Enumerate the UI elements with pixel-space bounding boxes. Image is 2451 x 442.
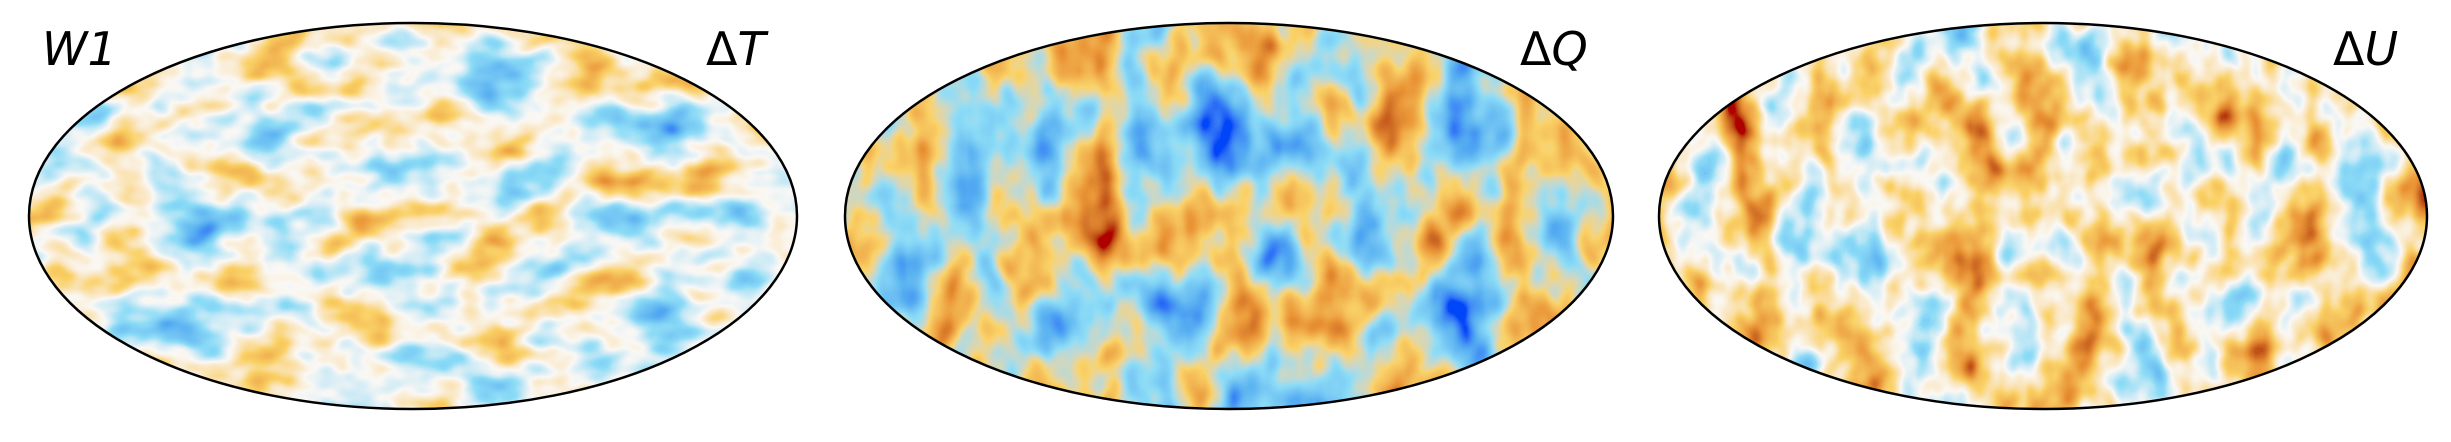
panel-label-delta-t: ΔT (706, 26, 766, 72)
sky-map-delta-u (1657, 21, 2429, 411)
delta-symbol: Δ (1520, 22, 1552, 76)
panel-label-delta-q: ΔQ (1520, 26, 1588, 72)
map-outline (843, 21, 1615, 411)
sky-map-delta-t (27, 21, 799, 411)
panel-variable: Q (1551, 22, 1588, 76)
map-outline (1657, 21, 2429, 411)
delta-symbol: Δ (706, 22, 738, 76)
panel-variable: U (2364, 22, 2399, 76)
map-outline (27, 21, 799, 411)
panel-label-delta-u: ΔU (2333, 26, 2398, 72)
panel-variable: T (737, 22, 766, 76)
map-label: W1 (42, 22, 117, 76)
delta-symbol: Δ (2333, 22, 2365, 76)
sky-map-delta-q (843, 21, 1615, 411)
